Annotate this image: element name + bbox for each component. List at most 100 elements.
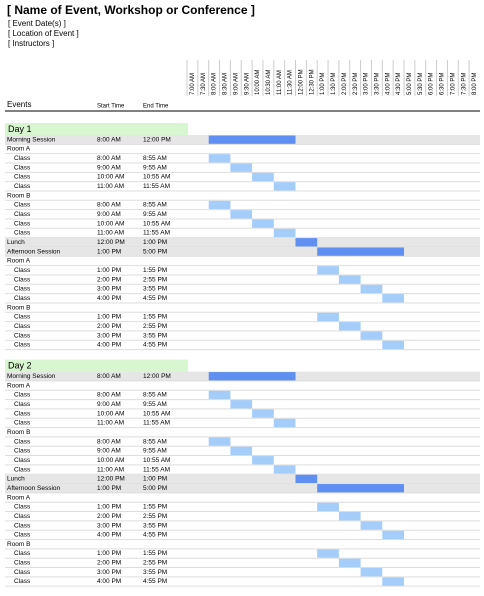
time-bar bbox=[208, 437, 231, 446]
day-label: Day 1 bbox=[8, 124, 32, 134]
time-label: 3:30 PM bbox=[374, 73, 380, 95]
end-time: 2:55 PM bbox=[143, 560, 167, 567]
subtitle: [ Instructors ] bbox=[8, 39, 54, 48]
event-name: Class bbox=[14, 314, 31, 321]
event-name: Class bbox=[14, 342, 31, 349]
time-bar bbox=[230, 400, 253, 409]
time-label: 8:30 AM bbox=[223, 73, 229, 95]
time-label: 10:00 AM bbox=[255, 70, 261, 95]
time-bar bbox=[230, 163, 253, 172]
start-time: 1:00 PM bbox=[97, 248, 121, 255]
column-header: End Time bbox=[143, 104, 169, 110]
time-label: 1:30 PM bbox=[331, 73, 337, 95]
event-name: Class bbox=[14, 286, 31, 293]
time-bar bbox=[273, 182, 296, 191]
event-name: Afternoon Session bbox=[7, 248, 61, 255]
event-name: Room B bbox=[7, 304, 30, 311]
end-time: 5:00 PM bbox=[143, 485, 167, 492]
start-time: 4:00 PM bbox=[97, 295, 121, 302]
time-bar bbox=[317, 484, 404, 493]
start-time: 4:00 PM bbox=[97, 532, 121, 539]
start-time: 3:00 PM bbox=[97, 332, 121, 339]
start-time: 11:00 AM bbox=[97, 466, 124, 473]
end-time: 5:00 PM bbox=[143, 248, 167, 255]
subtitle: [ Location of Event ] bbox=[8, 29, 79, 38]
event-name: Class bbox=[14, 202, 31, 209]
time-label: 12:00 PM bbox=[299, 69, 305, 95]
start-time: 8:00 AM bbox=[97, 392, 121, 399]
time-label: 8:00 PM bbox=[472, 73, 478, 95]
time-bar bbox=[338, 558, 361, 568]
end-time: 4:55 PM bbox=[143, 342, 167, 349]
end-time: 1:55 PM bbox=[143, 550, 167, 557]
end-time: 10:55 AM bbox=[143, 457, 170, 464]
start-time: 10:00 AM bbox=[97, 220, 124, 227]
subtitle: [ Event Date(s) ] bbox=[8, 19, 66, 28]
time-bar bbox=[382, 577, 404, 586]
start-time: 2:00 PM bbox=[97, 513, 121, 520]
start-time: 10:00 AM bbox=[97, 457, 124, 464]
event-name: Class bbox=[14, 230, 31, 237]
time-bar bbox=[360, 568, 383, 577]
time-label: 5:30 PM bbox=[418, 73, 424, 95]
time-label: 1:00 PM bbox=[320, 73, 326, 95]
event-name: Morning Session bbox=[7, 136, 56, 143]
end-time: 1:55 PM bbox=[143, 314, 167, 321]
event-name: Class bbox=[14, 522, 31, 529]
time-bar bbox=[382, 294, 404, 303]
start-time: 9:00 AM bbox=[97, 164, 121, 171]
event-name: Class bbox=[14, 295, 31, 302]
event-name: Class bbox=[14, 323, 31, 330]
end-time: 11:55 AM bbox=[143, 466, 170, 473]
time-bar bbox=[338, 275, 361, 284]
end-time: 10:55 AM bbox=[143, 410, 170, 417]
event-name: Afternoon Session bbox=[7, 485, 61, 492]
end-time: 3:55 PM bbox=[143, 286, 167, 293]
time-bar bbox=[317, 549, 339, 558]
start-time: 8:00 AM bbox=[97, 136, 121, 143]
end-time: 10:55 AM bbox=[143, 220, 170, 227]
time-bar bbox=[382, 530, 404, 540]
time-label: 7:30 PM bbox=[461, 73, 467, 95]
time-bar bbox=[338, 512, 361, 521]
event-name: Lunch bbox=[7, 239, 25, 246]
end-time: 8:55 AM bbox=[143, 155, 167, 162]
start-time: 3:00 PM bbox=[97, 286, 121, 293]
end-time: 9:55 AM bbox=[143, 448, 167, 455]
start-time: 9:00 AM bbox=[97, 211, 121, 218]
event-name: Class bbox=[14, 560, 31, 567]
event-name: Class bbox=[14, 401, 31, 408]
end-time: 11:55 AM bbox=[143, 230, 170, 237]
time-bar bbox=[252, 456, 274, 465]
time-label: 7:00 PM bbox=[450, 73, 456, 95]
session-row-bg bbox=[5, 474, 480, 484]
time-label: 8:00 AM bbox=[212, 73, 218, 95]
time-label: 10:30 AM bbox=[266, 70, 272, 95]
day-label: Day 2 bbox=[8, 360, 32, 370]
start-time: 9:00 AM bbox=[97, 448, 121, 455]
event-name: Class bbox=[14, 513, 31, 520]
session-row-bg bbox=[5, 246, 480, 257]
start-time: 8:00 AM bbox=[97, 155, 121, 162]
start-time: 8:00 AM bbox=[97, 438, 121, 445]
event-name: Room A bbox=[7, 494, 31, 501]
end-time: 3:55 PM bbox=[143, 569, 167, 576]
time-label: 4:30 PM bbox=[396, 73, 402, 95]
event-name: Class bbox=[14, 410, 31, 417]
start-time: 2:00 PM bbox=[97, 560, 121, 567]
end-time: 4:55 PM bbox=[143, 578, 167, 585]
end-time: 4:55 PM bbox=[143, 295, 167, 302]
start-time: 3:00 PM bbox=[97, 569, 121, 576]
start-time: 12:00 PM bbox=[97, 476, 125, 483]
end-time: 3:55 PM bbox=[143, 522, 167, 529]
event-name: Morning Session bbox=[7, 373, 56, 380]
end-time: 11:55 AM bbox=[143, 420, 170, 427]
event-name: Class bbox=[14, 183, 31, 190]
end-time: 1:00 PM bbox=[143, 476, 167, 483]
event-name: Class bbox=[14, 220, 31, 227]
time-label: 9:30 AM bbox=[244, 73, 250, 95]
time-bar bbox=[273, 228, 296, 238]
event-name: Room B bbox=[7, 192, 30, 199]
start-time: 1:00 PM bbox=[97, 504, 121, 511]
start-time: 11:00 AM bbox=[97, 183, 124, 190]
